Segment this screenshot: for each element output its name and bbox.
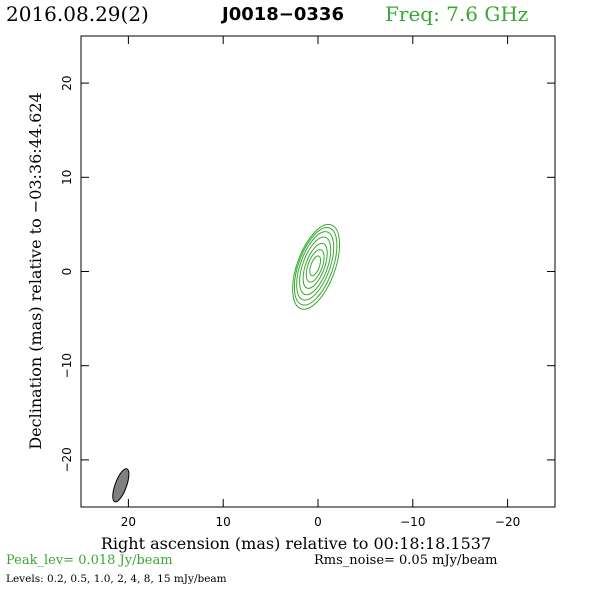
contour-ellipse <box>305 249 325 283</box>
contour-levels: Levels: 0.2, 0.5, 1.0, 2, 4, 8, 15 mJy/b… <box>6 573 227 585</box>
x-tick-label: 20 <box>121 515 136 529</box>
y-tick-label: −10 <box>60 353 74 378</box>
beam-group <box>112 468 130 503</box>
x-tick-label: 10 <box>216 515 231 529</box>
beam-ellipse <box>112 468 130 503</box>
source-name: J0018−0336 <box>222 4 344 25</box>
x-tick-label: −20 <box>495 515 520 529</box>
axis-ticks: 20 10 0 −10 −20 20 10 0 −10 −20 <box>60 36 555 529</box>
frequency-label: Freq: 7.6 GHz <box>385 2 529 26</box>
contour-group <box>292 223 341 310</box>
contour-ellipse <box>299 236 332 296</box>
contour-ellipse <box>296 231 335 301</box>
y-tick-label: −20 <box>60 447 74 472</box>
contour-ellipse <box>292 223 341 310</box>
epoch-date: 2016.08.29(2) <box>6 2 149 26</box>
contour-ellipse <box>309 255 322 277</box>
contour-ellipse <box>293 227 338 306</box>
y-axis-label: Declination (mas) relative to −03:36:44.… <box>26 92 45 449</box>
y-tick-label: 20 <box>60 75 74 90</box>
x-tick-label: −10 <box>400 515 425 529</box>
x-axis-label: Right ascension (mas) relative to 00:18:… <box>101 534 491 553</box>
rms-noise: Rms_noise= 0.05 mJy/beam <box>314 553 498 568</box>
contour-ellipse <box>302 242 328 289</box>
y-tick-label: 0 <box>60 268 74 276</box>
plot-frame <box>80 35 556 508</box>
peak-level: Peak_lev= 0.018 Jy/beam <box>6 553 173 568</box>
y-tick-label: 10 <box>60 170 74 185</box>
x-tick-label: 0 <box>314 515 322 529</box>
